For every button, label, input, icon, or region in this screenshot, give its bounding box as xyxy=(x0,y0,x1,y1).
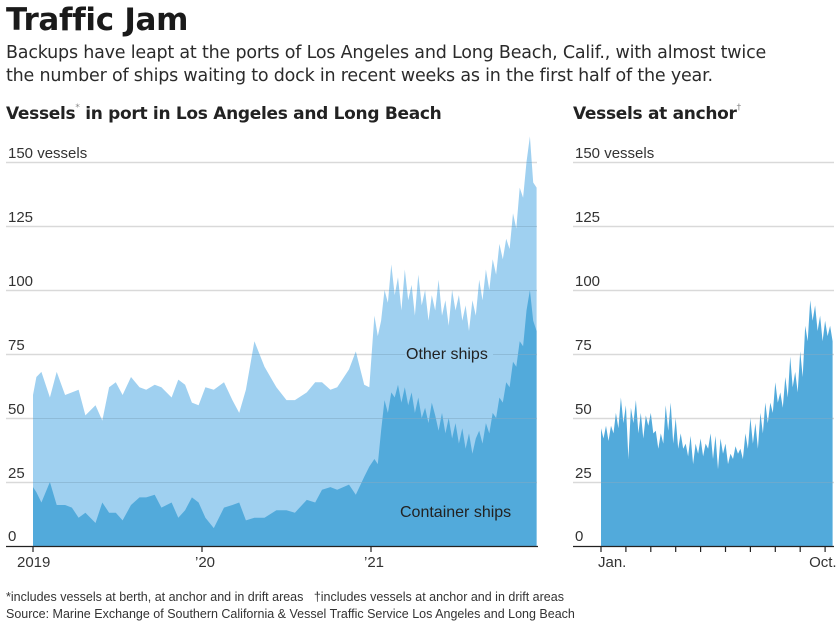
other-ships-label: Other ships xyxy=(406,346,488,363)
left-y-tick-label: 100 xyxy=(8,273,33,290)
right-y-tick-label: 75 xyxy=(575,337,592,354)
left-chart-title-rest: in port in Los Angeles and Long Beach xyxy=(79,104,442,124)
dagger-footnote: †includes vessels at anchor and in drift… xyxy=(313,590,564,604)
page-title: Traffic Jam xyxy=(6,2,189,38)
left-chart-title-main: Vessels xyxy=(6,104,76,124)
left-x-tick-label: ’21 xyxy=(364,554,384,571)
left-x-tick-label: ’20 xyxy=(195,554,215,571)
right-y-tick-label: 100 xyxy=(575,273,600,290)
left-y-tick-label: 150 vessels xyxy=(8,145,87,162)
right-y-tick-label: 25 xyxy=(575,465,592,482)
right-chart-title-main: Vessels at anchor xyxy=(573,104,737,124)
right-x-tick-label: Oct. xyxy=(809,554,837,571)
dagger-marker: † xyxy=(736,103,742,113)
right-chart-vessels-at-anchor: 0 25 50 75 100 125 150 vessels Jan. Oct. xyxy=(573,145,837,571)
right-y-tick-label: 50 xyxy=(575,401,592,418)
left-x-ticks: 2019 ’20 ’21 xyxy=(17,546,384,571)
left-y-tick-labels: 0 25 50 75 100 125 150 vessels xyxy=(8,145,87,545)
left-y-tick-label: 0 xyxy=(8,528,16,545)
footnotes: *includes vessels at berth, at anchor an… xyxy=(6,589,575,623)
container-ships-label: Container ships xyxy=(400,504,511,521)
left-y-tick-label: 75 xyxy=(8,337,25,354)
right-x-tick-label: Jan. xyxy=(598,554,626,571)
source-line: Source: Marine Exchange of Southern Cali… xyxy=(6,607,575,621)
right-chart-title: Vessels at anchor† xyxy=(573,103,742,124)
left-y-tick-label: 50 xyxy=(8,401,25,418)
right-y-tick-label: 150 vessels xyxy=(575,145,654,162)
left-chart-vessels-in-port: 0 25 50 75 100 125 150 vessels Other ships Con… xyxy=(6,136,538,571)
page-subtitle: Backups have leapt at the ports of Los A… xyxy=(6,42,836,88)
asterisk-marker: * xyxy=(75,103,80,113)
right-y-tick-label: 0 xyxy=(575,528,583,545)
other-ships-label-halo xyxy=(405,343,493,363)
left-y-tick-label: 125 xyxy=(8,209,33,226)
asterisk-footnote: *includes vessels at berth, at anchor an… xyxy=(6,590,304,604)
right-x-ticks: Jan. Oct. xyxy=(598,546,837,571)
right-y-tick-labels: 0 25 50 75 100 125 150 vessels xyxy=(575,145,654,545)
right-y-tick-label: 125 xyxy=(575,209,600,226)
anchor-area xyxy=(601,300,833,546)
left-chart-title: Vessels* in port in Los Angeles and Long… xyxy=(6,103,442,124)
subtitle-line-1: Backups have leapt at the ports of Los A… xyxy=(6,43,767,63)
footnote-line-1: *includes vessels at berth, at anchor an… xyxy=(6,589,575,606)
left-y-tick-label: 25 xyxy=(8,465,25,482)
left-x-tick-label: 2019 xyxy=(17,554,50,571)
subtitle-line-2: the number of ships waiting to dock in r… xyxy=(6,66,713,86)
